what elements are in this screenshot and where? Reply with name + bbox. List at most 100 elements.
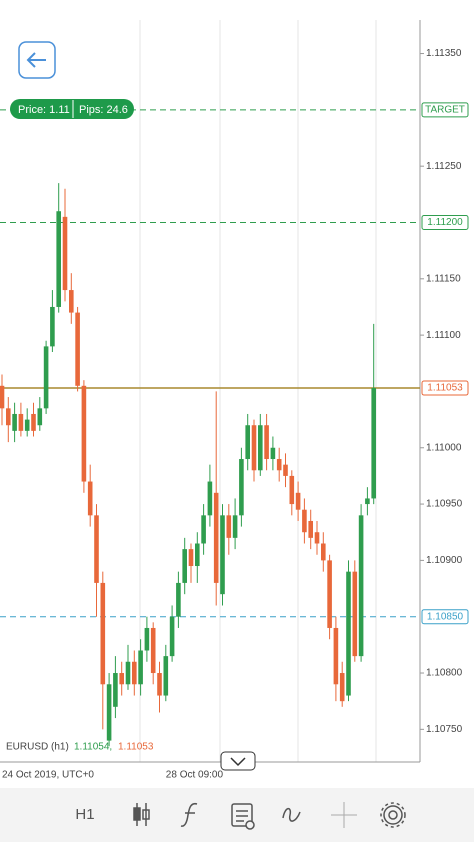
plot: 1.11350 1.11250 1.11150 1.11100 1.11000 1.109… [0,48,469,781]
level-label: 1.11053 [427,383,463,394]
candle-body [163,656,169,696]
candle-body [144,627,150,651]
candle-body [176,582,181,617]
x-tick-label: 28 Oct 09:00 [166,770,224,781]
x-tick-label: 24 Oct 2019, UTC+0 [2,770,94,781]
candle-body [132,661,137,685]
legend-symbol: EURUSD (h1) [6,742,69,753]
candle-body [302,509,307,533]
candle-body [213,492,219,583]
candle-body [24,419,30,431]
candle-body [371,388,376,499]
candle-body [321,543,326,561]
candle-body [18,413,24,431]
pill-price: Price: 1.11 [18,104,70,116]
back-button[interactable] [18,41,56,79]
candle-body [119,673,124,685]
candle-body [314,532,320,544]
draw-icon[interactable] [282,807,301,822]
toolbar [0,788,474,842]
y-tick-label: 1.11350 [426,48,462,59]
y-tick-label: 1.10950 [426,499,463,510]
candle-body [264,425,269,460]
level-label: 1.11200 [427,217,463,228]
candle-body [75,312,80,386]
candle-body [295,492,301,510]
candle-body [157,673,162,696]
candle-body [113,673,118,707]
candle-body [220,515,225,595]
settings-icon[interactable] [380,802,406,828]
candle-body [6,408,11,426]
collapse-box[interactable] [220,751,256,771]
candle-body [207,481,213,516]
candle-body [56,211,61,307]
candle-body [69,290,74,313]
candle-body [333,627,339,685]
candle-body [138,650,143,685]
candle-body [270,447,276,460]
y-tick-label: 1.10750 [426,724,463,735]
candle-body [327,560,332,628]
candle-body [245,425,250,460]
candle-body [100,582,106,685]
candle-body [346,571,351,696]
pill-pips: Pips: 24.6 [79,104,128,116]
candle-body [358,515,364,657]
candle-body [251,425,257,471]
level-tag [421,380,469,396]
level-tag [421,214,469,230]
y-tick-label: 1.11250 [426,161,462,172]
candle-body [37,408,43,426]
timeframe-button[interactable]: H1 [75,806,94,823]
indicator-icon[interactable] [180,802,198,827]
back-arrow [26,52,46,68]
candle-body [188,549,194,567]
notes-icon[interactable] [231,803,255,830]
pill-bg[interactable] [10,99,134,119]
candle-body [232,515,238,538]
candle-body [62,216,68,291]
candle-body [258,425,263,471]
candles-icon[interactable] [133,803,150,826]
grid [139,20,377,762]
candle-body [50,306,55,347]
candle-body [239,459,244,516]
candle-body [201,515,206,544]
price-pill[interactable]: Price: 1.11 Pips: 24.6 [10,99,134,119]
chevron [230,757,246,767]
candle-body [195,543,200,567]
toolbar-icons [133,802,406,830]
candle-body [289,475,295,505]
level-tag [421,102,469,118]
y-tick-label: 1.11150 [426,273,461,284]
collapse-button[interactable] [220,751,256,771]
candle-body [125,661,131,685]
candle-body [43,346,49,409]
legend-ask: 1.11053 [118,742,154,753]
candle-body [12,413,17,431]
candle-body [0,385,5,409]
legend-bid: 1.11054, [74,742,112,753]
candle-body [283,464,288,476]
candle-body [226,515,232,538]
candle-body [31,413,36,431]
crosshair-icon[interactable] [331,802,357,828]
candle-body [182,549,187,583]
y-tick-label: 1.10800 [426,668,463,679]
candle-body [169,616,175,657]
y-tick-label: 1.11000 [426,442,462,453]
level-tag [421,609,469,625]
candle-body [339,673,345,702]
candle-body [308,520,313,538]
level-label: 1.10850 [427,611,464,622]
candle-body [352,571,358,657]
y-tick-label: 1.10900 [426,555,463,566]
candle-body [87,481,93,516]
candle-body [81,385,87,482]
candle-body [365,498,370,505]
candle-body [94,515,99,583]
candle-body [106,684,112,741]
